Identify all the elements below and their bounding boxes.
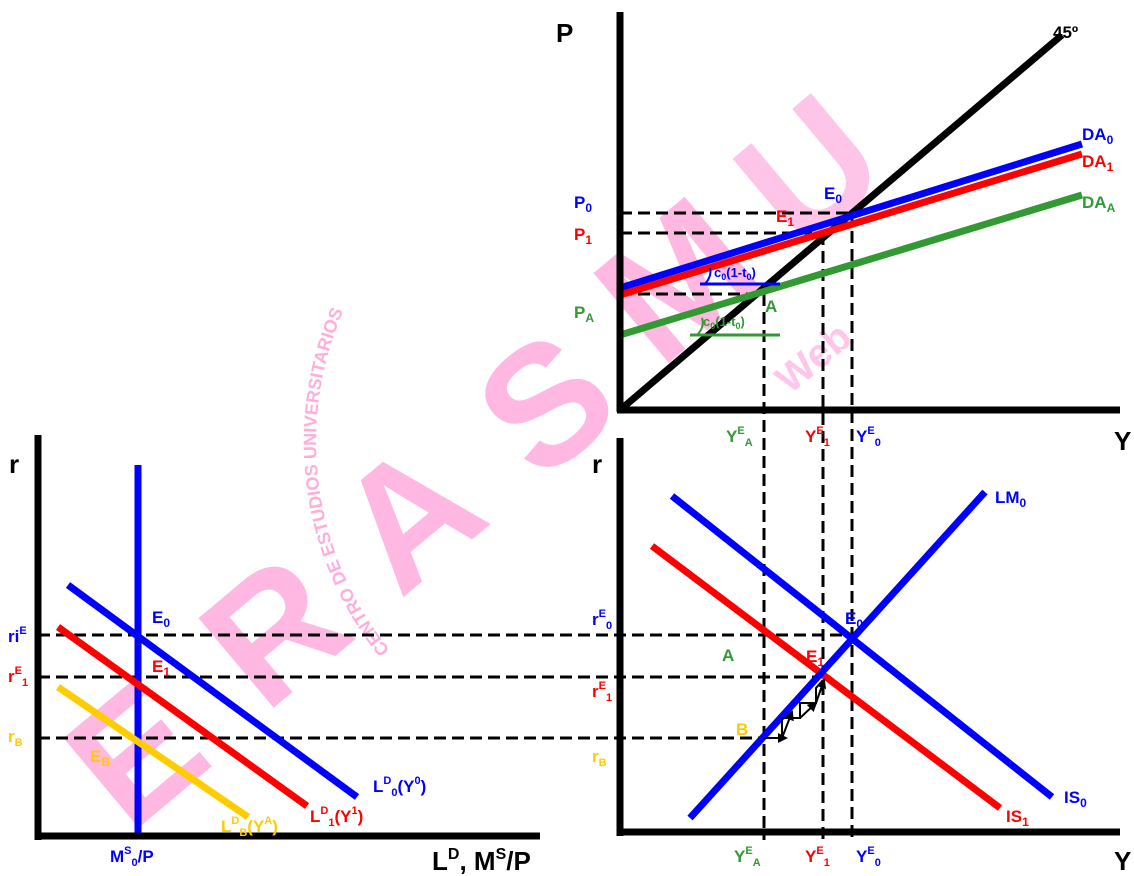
curve-lm0 [687,489,988,821]
islm-x-axis-label: Y [1114,846,1131,876]
ml-x-axis-label: LD, MS/P [432,846,531,876]
label-point-a-right: A [722,646,734,665]
islm-panel: r Y LM0 IS0 IS1 rE0 rE1 rB A B E0 E1 YEA… [592,438,1131,876]
curve-da-0 [618,140,1084,292]
slope-arc-0 [704,267,712,285]
label-ld1: LD1(Y1) [310,805,363,829]
top-y-axis-label: P [556,18,573,48]
label-ld0: LD0(Y0) [373,775,426,799]
label-point-e1-right: E1 [806,647,824,669]
label-point-e0-left: E0 [152,608,170,630]
label-is0: IS0 [1064,788,1087,810]
label-da0: DA0 [1082,125,1114,147]
label-daa: DAA [1082,193,1116,215]
curve-ld-b [56,684,250,820]
label-point-e0-right: E0 [845,609,863,631]
label-point-a-top: A [765,297,777,316]
label-re1-right: rE1 [592,680,612,704]
ml-y-axis-label: r [9,449,19,479]
label-re1-left: rE1 [8,665,28,689]
label-point-b-right: B [736,720,748,739]
islm-tick-y1: YE1 [805,845,830,869]
label-p1: P1 [574,225,592,247]
label-point-eb-left: EB [90,747,110,769]
label-lm0: LM0 [995,488,1027,510]
curve-is1 [649,543,1003,811]
curve-is0 [669,493,1055,800]
label-point-e0-top: E0 [824,184,842,206]
curve-da-a [618,191,1084,339]
label-slope-0: c0(1-t0) [714,265,756,282]
arrow-4 [815,678,827,704]
money-market-panel: r LD, MS/P MS0/P riE rE1 rB E0 E1 EB LD0… [8,435,852,876]
label-p0: P0 [574,193,592,215]
top-x-axis-label: Y [1114,426,1131,456]
label-slope-a: c0(1-t0) [703,314,745,331]
watermark: E R A S M U CENTRO DE ESTUDIOS UNIVERSIT… [32,59,918,863]
islm-tick-y0: YE0 [856,845,881,869]
curve-ld-1 [55,624,310,809]
label-ri: riE [8,625,27,646]
label-ms: MS0/P [110,845,154,869]
label-point-e1-top: E1 [776,207,794,229]
arrow-3 [799,701,818,719]
watermark-web: Web [768,314,860,402]
top-panel: P Y 45º DA0 DA1 DAA P0 P1 PA E0 E1 A c0(… [556,12,1131,840]
top-tick-y0: YE0 [856,425,881,449]
label-point-e1-left: E1 [152,657,170,679]
watermark-letter-a: A [302,404,518,628]
label-rb-left: rB [8,727,23,749]
slope-arc-a [696,317,704,336]
label-pa: PA [574,303,594,325]
watermark-letter-r: R [167,519,383,743]
label-re0-right: rE0 [592,608,612,632]
islm-y-axis-label: r [592,449,602,479]
curve-da-1 [618,150,1084,299]
islm-tick-ya: YEA [734,845,761,869]
label-45: 45º [1053,23,1078,42]
label-ldb: LDB(YA) [221,815,278,839]
label-rb-right: rB [592,747,607,769]
arrow-2 [781,710,794,739]
top-tick-y1: YE1 [805,425,830,449]
label-da1: DA1 [1082,152,1114,174]
label-is1: IS1 [1006,807,1029,829]
top-tick-ya: YEA [726,425,753,449]
curve-ld-0 [65,582,360,800]
